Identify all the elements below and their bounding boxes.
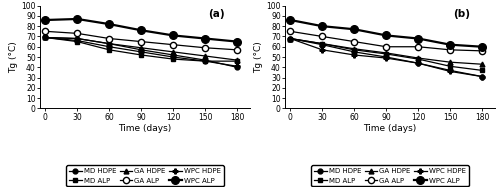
- Legend: MD HDPE, MD ALP, GA HDPE, GA ALP, WPC HDPE, WPC ALP: MD HDPE, MD ALP, GA HDPE, GA ALP, WPC HD…: [66, 165, 224, 186]
- X-axis label: Time (days): Time (days): [364, 124, 416, 133]
- Legend: MD HDPE, MD ALP, GA HDPE, GA ALP, WPC HDPE, WPC ALP: MD HDPE, MD ALP, GA HDPE, GA ALP, WPC HD…: [312, 165, 468, 186]
- Text: (b): (b): [453, 9, 470, 19]
- Y-axis label: Tg (°C): Tg (°C): [10, 41, 18, 73]
- Y-axis label: Tg (°C): Tg (°C): [254, 41, 264, 73]
- Text: (a): (a): [208, 9, 224, 19]
- X-axis label: Time (days): Time (days): [118, 124, 172, 133]
